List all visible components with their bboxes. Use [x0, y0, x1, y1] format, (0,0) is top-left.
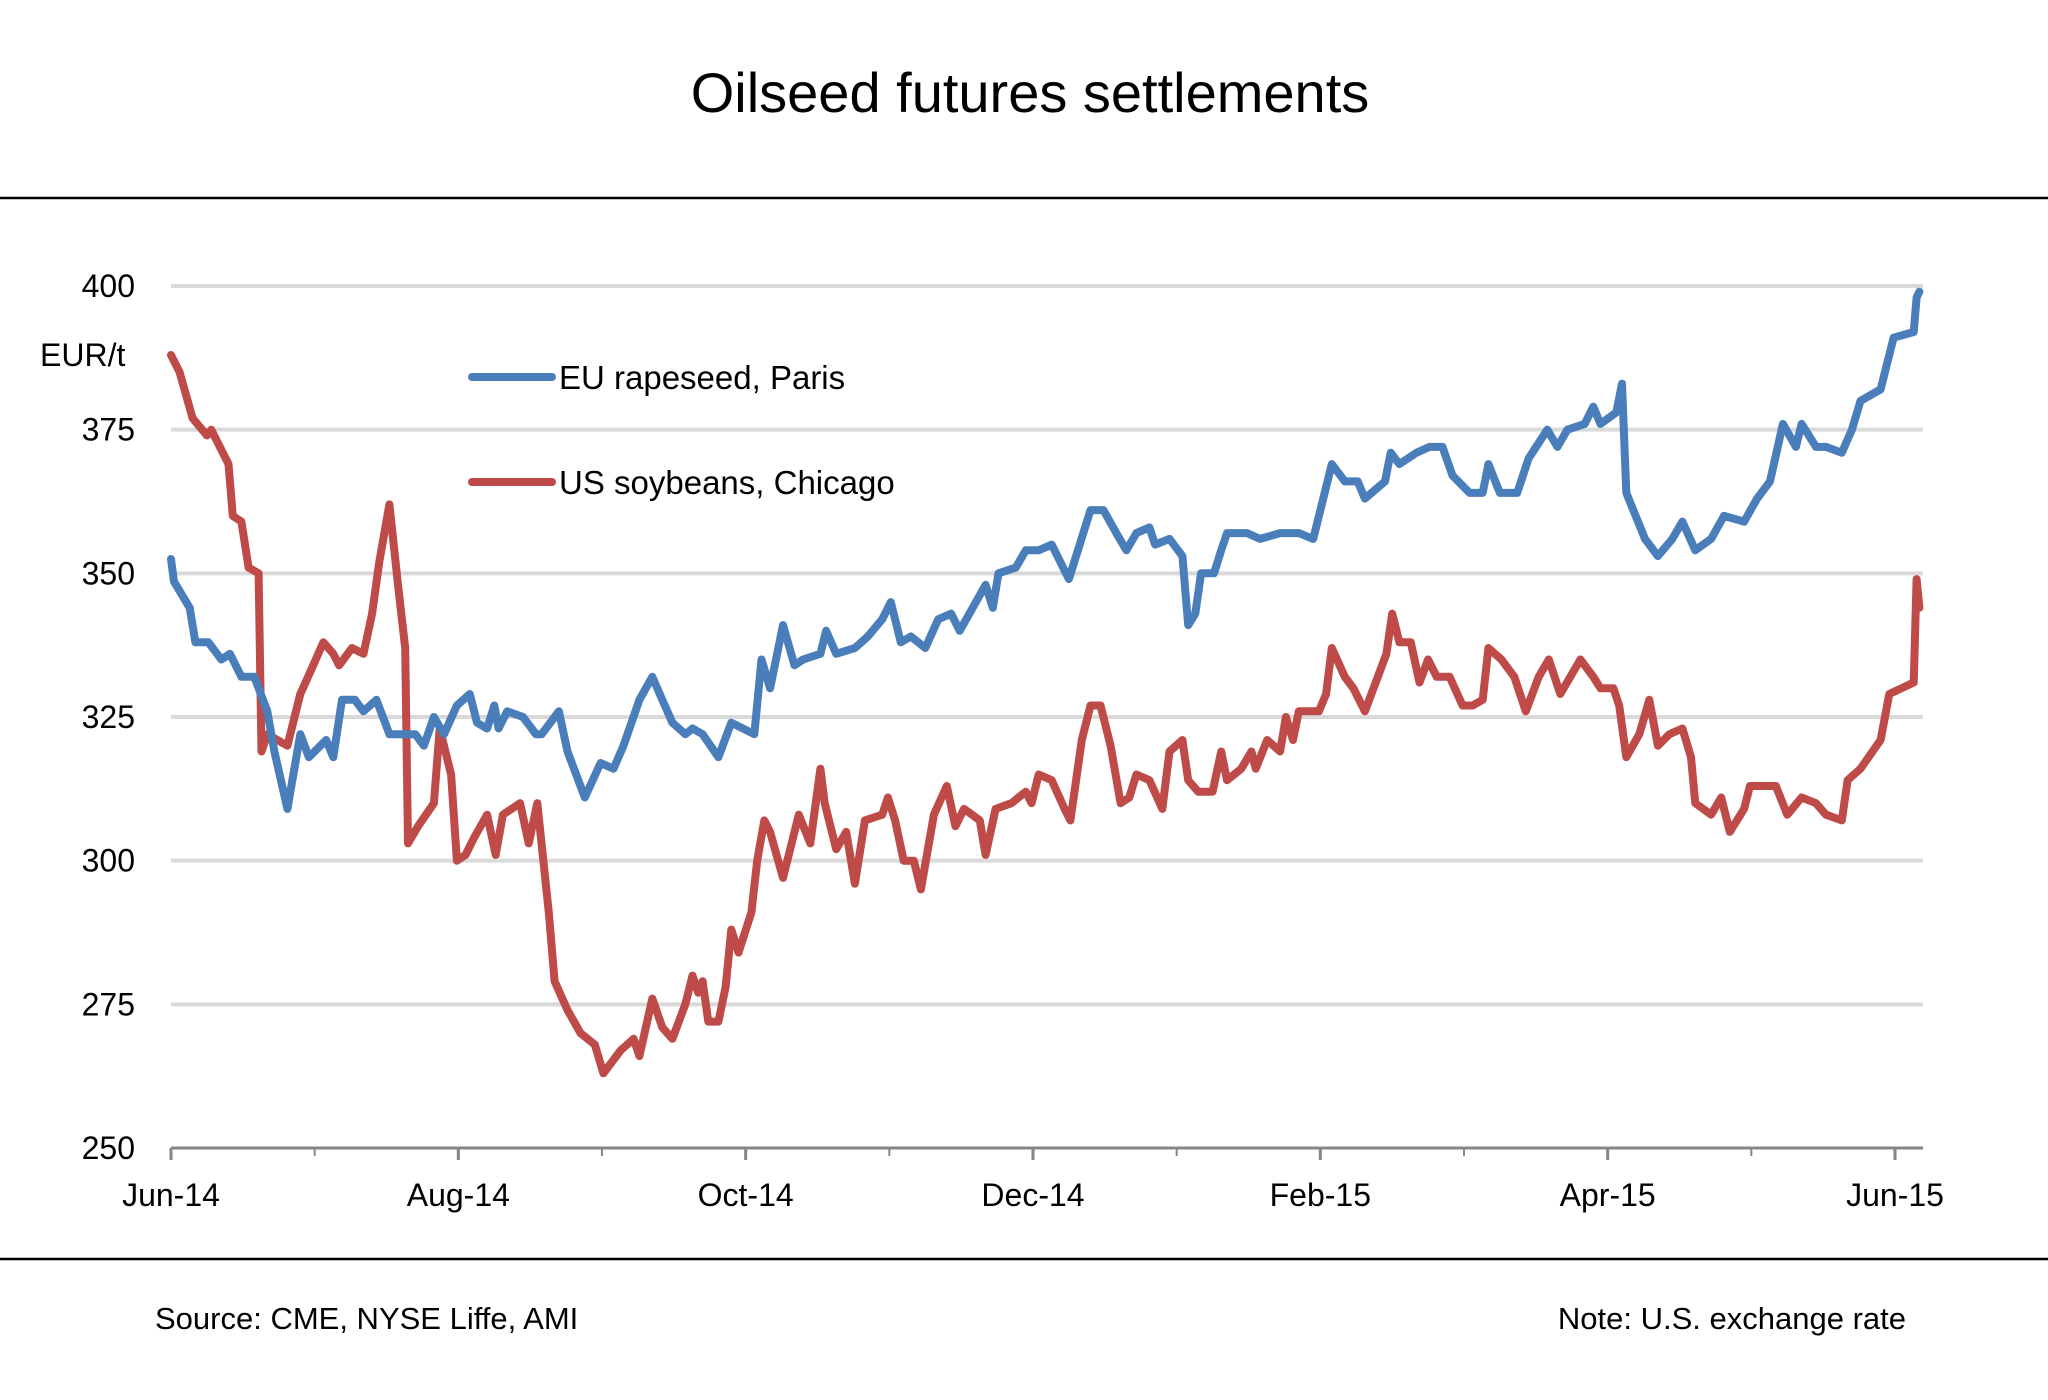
- y-tick-label: 325: [82, 699, 135, 735]
- x-tick-label: Oct-14: [698, 1177, 794, 1213]
- y-tick-label: 350: [82, 555, 135, 591]
- source-note: Source: CME, NYSE Liffe, AMI: [155, 1301, 578, 1336]
- x-tick-label: Jun-14: [122, 1177, 220, 1213]
- y-tick-label: 300: [82, 843, 135, 879]
- x-tick-label: Aug-14: [407, 1177, 510, 1213]
- y-tick-label: 400: [82, 268, 135, 304]
- x-tick-label: Apr-15: [1560, 1177, 1656, 1213]
- x-tick-label: Dec-14: [981, 1177, 1084, 1213]
- y-axis-label: EUR/t: [40, 337, 125, 373]
- legend-label: EU rapeseed, Paris: [559, 359, 845, 396]
- x-tick-label: Feb-15: [1270, 1177, 1371, 1213]
- x-tick-label: Jun-15: [1846, 1177, 1944, 1213]
- y-tick-label: 375: [82, 412, 135, 448]
- legend: EU rapeseed, Paris US soybeans, Chicago: [468, 359, 895, 501]
- exchange-rate-note: Note: U.S. exchange rate: [1558, 1301, 1906, 1336]
- y-tick-label: 275: [82, 986, 135, 1022]
- series-line-eu-rapeseed: [167, 287, 1924, 813]
- series-line-us-soybeans: [167, 351, 1924, 1078]
- chart-title: Oilseed futures settlements: [691, 61, 1370, 124]
- y-tick-label: 250: [82, 1130, 135, 1166]
- legend-label: US soybeans, Chicago: [559, 464, 895, 501]
